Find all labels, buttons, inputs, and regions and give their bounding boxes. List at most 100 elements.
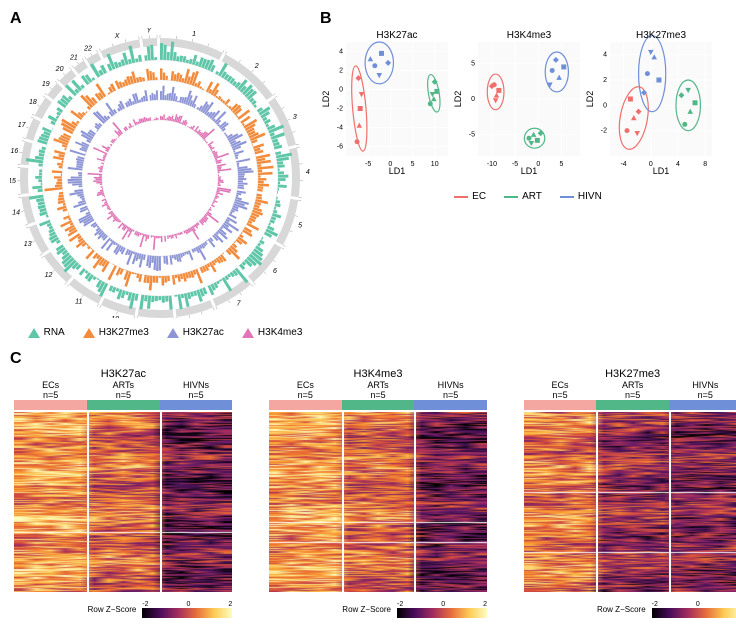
svg-text:15: 15 (10, 178, 16, 185)
svg-text:-4: -4 (620, 161, 626, 168)
svg-text:-2: -2 (337, 106, 343, 113)
svg-text:8: 8 (703, 161, 707, 168)
svg-text:-10: -10 (487, 161, 497, 168)
svg-text:LD2: LD2 (585, 91, 595, 108)
svg-text:-5: -5 (469, 132, 475, 139)
z-tick: 2 (483, 601, 487, 608)
heatmap-group-color (14, 400, 87, 410)
heatmap-canvas (269, 412, 487, 592)
svg-text:2: 2 (254, 63, 259, 70)
svg-text:16: 16 (11, 148, 19, 155)
z-tick: 0 (696, 601, 700, 608)
colorbar (142, 608, 232, 618)
svg-text:Y: Y (147, 28, 153, 34)
heatmap-group-label: ARTsn=5 (342, 380, 415, 400)
heatmap-group-label: ARTsn=5 (87, 380, 160, 400)
panel-b-label: B (320, 10, 736, 28)
circos-legend: RNA H3K27me3 H3K27ac H3K4me3 (10, 327, 320, 338)
z-tick: -2 (142, 601, 148, 608)
heatmap-group-color (342, 400, 415, 410)
svg-text:21: 21 (69, 54, 78, 61)
circos-plot: 12345678910111213141516171819202122XY (10, 28, 310, 318)
svg-text:6: 6 (273, 268, 277, 275)
heatmap-panel: H3K4me3ECsn=5ARTsn=5HIVNsn=5 Row Z−Score-… (269, 368, 487, 618)
colorbar (397, 608, 487, 618)
svg-text:20: 20 (55, 66, 64, 73)
heatmap-canvas (524, 412, 736, 592)
lda-plot: -10-505-505H3K4me3LD1LD2 (452, 28, 584, 178)
heatmap-group-color (524, 400, 597, 410)
svg-text:LD1: LD1 (521, 166, 538, 176)
lda-plots-row: -50510-6-4-2024H3K27acLD1LD2-10-505-505H… (320, 28, 736, 183)
svg-text:-2: -2 (601, 128, 607, 135)
heatmap-canvas (14, 412, 232, 592)
svg-text:14: 14 (12, 210, 20, 217)
svg-text:3: 3 (293, 114, 297, 121)
svg-text:5: 5 (411, 161, 415, 168)
heatmap-group-color (160, 400, 233, 410)
svg-text:LD2: LD2 (453, 91, 463, 108)
heatmap-group-label: ECsn=5 (14, 380, 87, 400)
svg-text:2: 2 (339, 68, 343, 75)
heatmap-panel: H3K27me3ECsn=5ARTsn=5HIVNsn=5Row Z−Score… (524, 368, 736, 618)
svg-text:12: 12 (45, 272, 53, 279)
svg-text:LD1: LD1 (653, 166, 670, 176)
svg-text:5: 5 (471, 60, 475, 67)
svg-text:5: 5 (298, 223, 302, 230)
lda-title: H3K27me3 (636, 30, 686, 41)
svg-text:22: 22 (83, 46, 92, 53)
lda-legend-item: HIVN (560, 191, 602, 202)
panel-a-label: A (10, 10, 320, 28)
circos-legend-item: H3K27ac (167, 327, 224, 338)
svg-text:5: 5 (560, 161, 564, 168)
heatmap-title: H3K4me3 (269, 368, 487, 380)
svg-text:-5: -5 (512, 161, 518, 168)
heatmap-title: H3K27ac (14, 368, 232, 380)
heatmap-group-color (669, 400, 736, 410)
svg-text:-5: -5 (365, 161, 371, 168)
svg-text:17: 17 (18, 122, 27, 129)
z-tick: -2 (652, 601, 658, 608)
svg-text:LD2: LD2 (321, 91, 331, 108)
lda-title: H3K27ac (376, 30, 417, 41)
svg-text:4: 4 (306, 169, 310, 176)
svg-text:0: 0 (339, 87, 343, 94)
heatmap-panel: H3K27acECsn=5ARTsn=5HIVNsn=5Row Z−Score-… (14, 368, 232, 618)
heatmap-group-color (87, 400, 160, 410)
heatmap-group-color (269, 400, 342, 410)
heatmap-row: H3K27acECsn=5ARTsn=5HIVNsn=5Row Z−Score-… (10, 368, 736, 618)
svg-text:X: X (114, 33, 120, 40)
svg-text:10: 10 (431, 161, 439, 168)
z-label: Row Z−Score (88, 605, 137, 614)
heatmap-group-label: HIVNsn=5 (414, 380, 487, 400)
z-label: Row Z−Score (342, 605, 391, 614)
circos-legend-item: H3K4me3 (242, 327, 302, 338)
svg-text:-4: -4 (337, 125, 343, 132)
svg-text:11: 11 (75, 299, 82, 306)
colorbar (652, 608, 736, 618)
svg-text:0: 0 (603, 102, 607, 109)
svg-text:4: 4 (676, 161, 680, 168)
svg-text:7: 7 (237, 300, 242, 307)
heatmap-group-label: HIVNsn=5 (669, 380, 736, 400)
z-tick: 0 (187, 601, 191, 608)
panel-c-label: C (10, 350, 736, 368)
heatmap-group-label: ARTsn=5 (596, 380, 669, 400)
svg-text:10: 10 (111, 316, 119, 318)
svg-text:0: 0 (471, 96, 475, 103)
z-label: Row Z−Score (597, 605, 646, 614)
svg-text:18: 18 (29, 99, 37, 106)
heatmap-group-color (596, 400, 669, 410)
z-tick: 2 (228, 601, 232, 608)
lda-title: H3K4me3 (507, 30, 552, 41)
lda-plot: -50510-6-4-2024H3K27acLD1LD2 (320, 28, 452, 178)
svg-text:LD1: LD1 (389, 166, 406, 176)
circos-legend-item: H3K27me3 (83, 327, 149, 338)
svg-text:1: 1 (192, 31, 196, 38)
circos-legend-item: RNA (28, 327, 65, 338)
heatmap-group-label: ECsn=5 (524, 380, 597, 400)
lda-legend-item: ART (504, 191, 542, 202)
heatmap-group-color (414, 400, 487, 410)
heatmap-group-label: ECsn=5 (269, 380, 342, 400)
z-tick: -2 (397, 601, 403, 608)
